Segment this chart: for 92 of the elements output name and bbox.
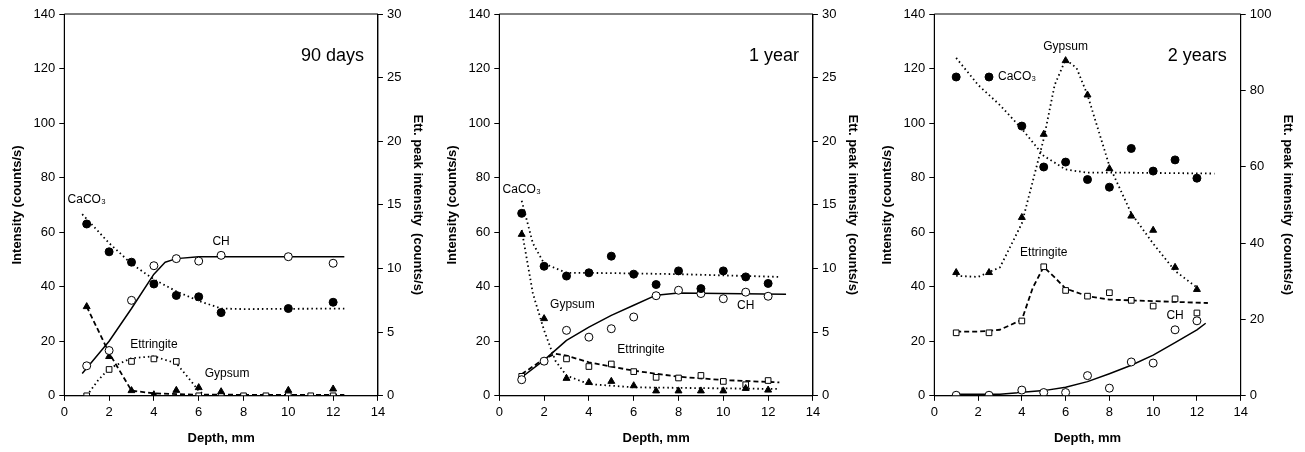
x-tick-label: 14 [805, 404, 821, 420]
y-tick-label: 100 [468, 114, 491, 130]
series-label: CH [737, 298, 755, 313]
y-tick-label: 0 [918, 387, 926, 403]
y-tick-label: 60 [40, 223, 56, 239]
y2-tick-label: 25 [821, 69, 837, 85]
x-tick-label: 0 [495, 404, 503, 420]
x-tick-label: 0 [930, 404, 938, 420]
y2-tick-label: 80 [1249, 81, 1265, 97]
y-tick-label: 140 [33, 5, 56, 21]
y-tick-label: 60 [475, 223, 491, 239]
y-axis-title: Intensity (counts/s) [879, 145, 895, 265]
x-tick-label: 6 [630, 404, 638, 420]
y-tick-label: 120 [903, 60, 926, 76]
y-axis-title: Intensity (counts/s) [9, 145, 25, 265]
y-tick-label: 20 [910, 332, 926, 348]
x-axis-title: Depth, mm [622, 429, 690, 445]
series-label: Gypsum [204, 365, 250, 380]
y-tick-label: 140 [903, 5, 926, 21]
x-axis-title: Depth, mm [1053, 429, 1122, 445]
series-label: Ettringite [130, 337, 178, 352]
series-label: CaCO₃ [998, 69, 1037, 84]
series-label: Gypsum [1043, 38, 1088, 53]
y-tick-label: 120 [468, 60, 491, 76]
series-label: Ettringite [1020, 245, 1068, 260]
y-tick-label: 40 [40, 278, 56, 294]
x-axis-title: Depth, mm [187, 429, 255, 445]
x-tick-label: 2 [974, 404, 982, 420]
y-tick-label: 60 [910, 223, 926, 239]
y-tick-label: 140 [468, 5, 491, 21]
x-tick-label: 12 [760, 404, 776, 420]
x-tick-label: 8 [674, 404, 683, 420]
x-tick-label: 12 [325, 404, 341, 420]
series-label: CaCO₃ [67, 192, 106, 207]
series-label: Ettringite [617, 342, 665, 357]
x-tick-label: 0 [60, 404, 68, 420]
text: 1 year [748, 44, 799, 65]
y2-tick-label: 25 [386, 69, 402, 85]
y-tick-label: 0 [483, 387, 491, 403]
y2-tick-label: 40 [1249, 234, 1265, 250]
x-tick-label: 2 [105, 404, 113, 420]
x-tick-label: 4 [150, 404, 158, 420]
x-tick-label: 4 [585, 404, 593, 420]
y2-tick-label: 10 [386, 260, 402, 276]
y-tick-label: 20 [40, 332, 56, 348]
x-tick-label: 12 [1189, 404, 1205, 420]
y-tick-label: 80 [475, 169, 491, 185]
y2-tick-label: 100 [1249, 5, 1272, 21]
y-tick-label: 0 [48, 387, 56, 403]
y2-tick-label: 0 [1249, 387, 1257, 403]
y2-axis-title: Ett. peak intensity (counts/s) [1280, 114, 1296, 296]
y-tick-label: 80 [910, 169, 926, 185]
x-tick-label: 4 [1018, 404, 1026, 420]
y-tick-label: 100 [33, 114, 56, 130]
x-tick-label: 8 [239, 404, 248, 420]
x-tick-label: 6 [195, 404, 203, 420]
y2-tick-label: 30 [386, 5, 402, 21]
y-tick-label: 20 [475, 332, 491, 348]
y2-tick-label: 20 [386, 132, 402, 148]
y2-tick-label: 20 [821, 132, 837, 148]
y2-tick-label: 5 [386, 323, 395, 339]
y2-tick-label: 5 [821, 323, 830, 339]
x-tick-label: 10 [281, 404, 296, 420]
y2-tick-label: 15 [821, 196, 837, 212]
y2-tick-label: 10 [821, 260, 837, 276]
y-axis-title: Intensity (counts/s) [444, 145, 460, 265]
x-tick-label: 14 [1233, 404, 1248, 420]
series-label: Gypsum [550, 296, 595, 311]
y2-tick-label: 0 [821, 387, 830, 403]
y2-tick-label: 20 [1249, 311, 1265, 327]
x-tick-label: 14 [370, 404, 386, 420]
y2-axis-title: Ett. peak intensity (counts/s) [410, 114, 426, 296]
x-tick-label: 8 [1105, 404, 1113, 420]
y-tick-label: 120 [33, 60, 56, 76]
series-label: CH [1166, 308, 1184, 323]
y-tick-label: 80 [40, 169, 56, 185]
series-label: CaCO₃ [502, 181, 541, 196]
y2-tick-label: 30 [821, 5, 837, 21]
y-tick-label: 100 [903, 114, 926, 130]
x-tick-label: 6 [1062, 404, 1070, 420]
y-tick-label: 40 [475, 278, 491, 294]
x-tick-label: 10 [1145, 404, 1161, 420]
y2-axis-title: Ett. peak intensity (counts/s) [845, 114, 861, 296]
y2-tick-label: 60 [1249, 158, 1265, 174]
y2-tick-label: 15 [386, 196, 402, 212]
y2-tick-label: 0 [386, 387, 395, 403]
x-tick-label: 2 [540, 404, 548, 420]
text: 90 days [300, 44, 364, 65]
series-label: CH [212, 233, 230, 248]
text: 2 years [1167, 44, 1227, 65]
x-tick-label: 10 [716, 404, 731, 420]
y-tick-label: 40 [910, 278, 926, 294]
